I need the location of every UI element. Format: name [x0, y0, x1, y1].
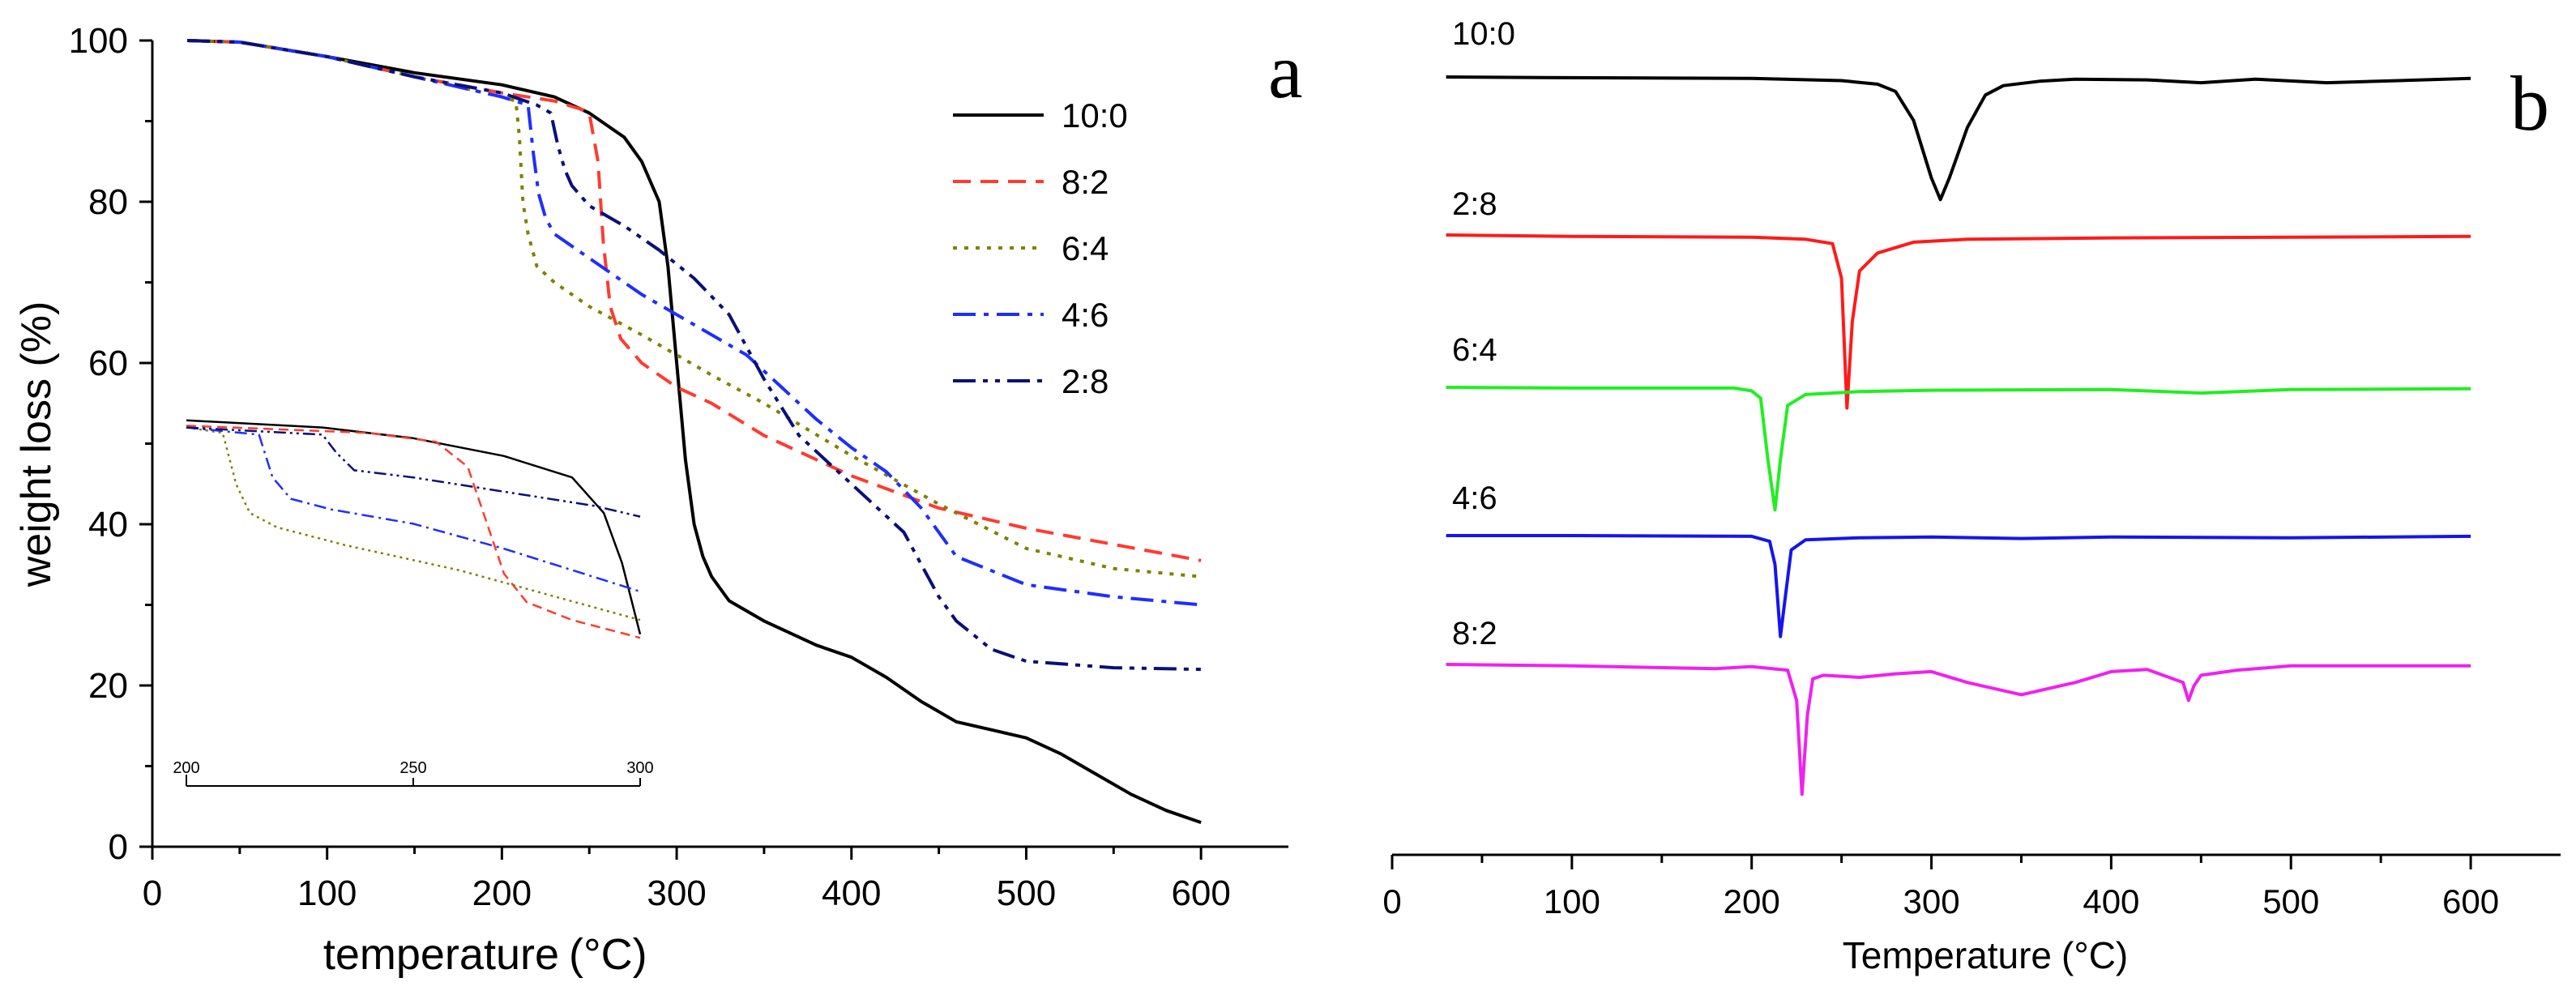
panel-a-series-2-8 — [187, 39, 1202, 672]
legend-label: 6:4 — [1062, 229, 1109, 267]
panel-a-y-tick-label: 40 — [88, 505, 128, 544]
panel-b-series-8-2 — [1446, 663, 2471, 796]
legend-label: 4:6 — [1062, 296, 1109, 334]
panel-b-x-tick-label: 600 — [2442, 882, 2499, 920]
panel-a-axes — [151, 41, 1288, 848]
panel-b-x-tick-label: 400 — [2083, 882, 2139, 920]
panel-a-ticks: 0 100 200 300 400 500 600 0 20 40 60 80 100 — [69, 21, 1231, 913]
panel-a-y-tick-label: 100 — [69, 21, 128, 61]
panel-a-inset: 200 250 300 — [173, 419, 654, 787]
panel-a-x-tick-label: 500 — [997, 873, 1056, 913]
panel-b-xlabel: Temperature — [1843, 934, 2052, 976]
panel-a-letter: a — [1268, 28, 1303, 114]
panel-a-y-tick-label: 80 — [88, 182, 128, 222]
panel-b-series-label: 2:8 — [1452, 186, 1497, 222]
panel-b-series-labels: 10:0 2:8 6:4 4:6 8:2 — [1452, 16, 1515, 651]
inset-x-tick-label: 250 — [399, 759, 426, 777]
panel-a-x-tick-label: 300 — [647, 873, 706, 913]
panel-a-legend: 10:0 8:2 6:4 4:6 2:8 — [953, 96, 1128, 400]
panel-b-series-10-0 — [1446, 75, 2471, 202]
panel-a-y-tick-label: 60 — [88, 344, 128, 383]
inset-series-4-6 — [186, 426, 641, 593]
panel-b-x-tick-label: 200 — [1724, 882, 1780, 920]
panel-a-x-tick-label: 0 — [143, 873, 162, 913]
panel-a-series-8-2 — [187, 39, 1202, 562]
panel-a-series-10-0 — [187, 39, 1202, 824]
legend-label: 2:8 — [1062, 362, 1109, 400]
panel-b-letter: b — [2510, 60, 2549, 147]
panel-a-xlabel: temperature — [323, 930, 559, 979]
inset-series-6-4 — [186, 426, 641, 621]
inset-series-8-2 — [186, 425, 641, 639]
panel-a-series — [187, 39, 1202, 824]
legend-label: 8:2 — [1062, 163, 1109, 201]
inset-x-tick-label: 200 — [173, 759, 199, 777]
legend-label: 10:0 — [1062, 96, 1128, 135]
panel-b-series — [1446, 75, 2471, 796]
panel-a-x-tick-label: 400 — [822, 873, 881, 913]
panel-a-xunit: (°C) — [569, 930, 647, 979]
panel-a-ylabel: weight loss (%) — [13, 301, 60, 588]
panel-b-series-4-6 — [1446, 534, 2471, 638]
panel-b-series-6-4 — [1446, 386, 2471, 512]
panel-b-series-label: 6:4 — [1452, 332, 1497, 368]
inset-x-tick-label: 300 — [626, 759, 653, 777]
panel-b-series-label: 10:0 — [1452, 16, 1515, 52]
panel-a-series-6-4 — [187, 39, 1202, 579]
panel-b-x-tick-label: 0 — [1382, 882, 1401, 920]
panel-b-series-label: 8:2 — [1452, 616, 1497, 651]
panel-b-x-tick-label: 100 — [1544, 882, 1600, 920]
inset-series-2-8 — [186, 426, 641, 518]
panel-b-xunit: (°C) — [2061, 934, 2128, 976]
panel-b-series-2-8 — [1446, 233, 2471, 410]
panel-b-series-label: 4:6 — [1452, 480, 1497, 516]
panel-a-x-tick-label: 600 — [1171, 873, 1230, 913]
panel-a-x-tick-label: 200 — [472, 873, 532, 913]
panel-b-x-tick-label: 500 — [2262, 882, 2319, 920]
panel-b-dsc: 0 100 200 300 400 500 600 10:0 2:8 6:4 4:6 8:2 b T… — [1382, 16, 2561, 976]
panel-b-ticks: 0 100 200 300 400 500 600 — [1382, 855, 2499, 920]
panel-b-x-tick-label: 300 — [1903, 882, 1959, 920]
inset-series-10-0 — [186, 419, 642, 635]
panel-a-tga: 0 100 200 300 400 500 600 0 20 40 60 80 100 200 250 30… — [13, 21, 1303, 979]
panel-a-y-tick-label: 0 — [109, 827, 128, 867]
panel-a-x-tick-label: 100 — [297, 873, 357, 913]
panel-a-y-tick-label: 20 — [88, 666, 128, 706]
panel-a-series-4-6 — [187, 39, 1202, 607]
